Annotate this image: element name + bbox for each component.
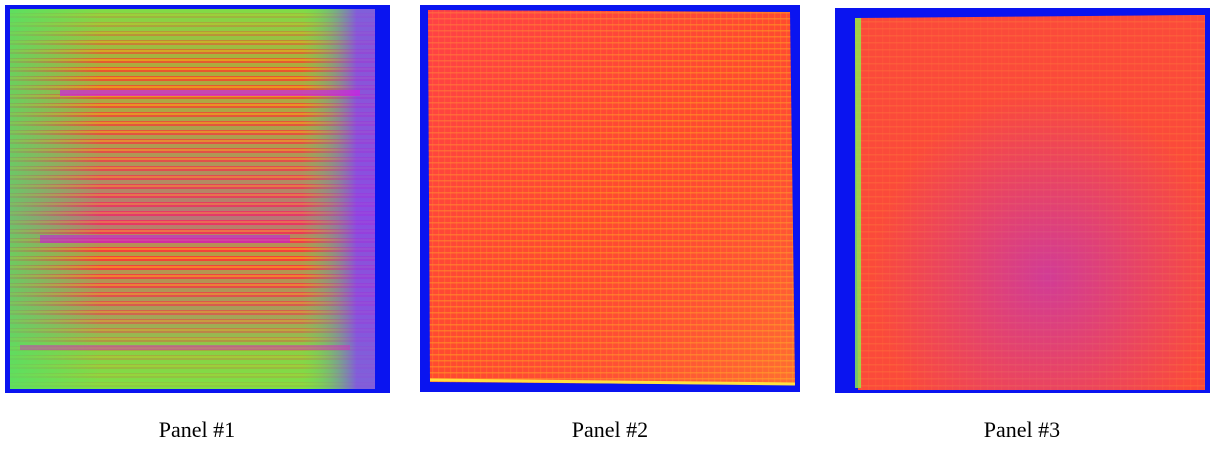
figure: Panel #1 Panel #2 Panel #3 (0, 0, 1215, 458)
panel-caption: Panel #3 (984, 417, 1060, 442)
panel-caption: Panel #1 (159, 417, 235, 442)
page: Panel #1 Panel #2 Panel #3 (() => { cons… (0, 0, 1215, 458)
scan-image (420, 5, 800, 392)
scan-image (5, 5, 390, 393)
scan-image (835, 8, 1210, 393)
panel-caption: Panel #2 (572, 417, 648, 442)
